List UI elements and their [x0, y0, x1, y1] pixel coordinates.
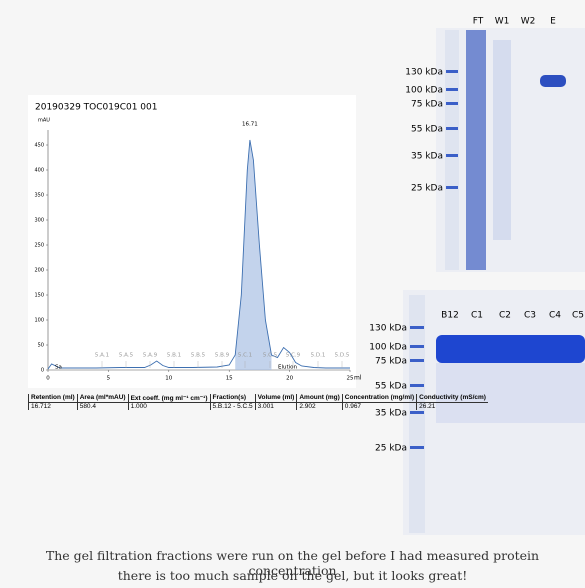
- table-cell: Retention (ml): [29, 394, 78, 403]
- table-row: Retention (ml)Area (ml*mAU)Ext coeff. (m…: [29, 394, 488, 403]
- fraction-label: 5.C.9: [286, 353, 301, 359]
- lane-label: W2: [521, 17, 536, 27]
- marker-label: 25 kDa: [375, 444, 407, 454]
- x-tick-label: 20: [286, 376, 293, 382]
- ladder-band: [446, 154, 458, 157]
- table-cell: 5.B.12 - 5.C.5: [210, 403, 255, 411]
- y-tick-label: 50: [38, 343, 44, 349]
- figure: 20190329 TOC019C01 001 mAU ml 0501001502…: [0, 0, 585, 588]
- x-tick-label: 10: [165, 376, 172, 382]
- table-cell: 16.712: [29, 403, 78, 411]
- ladder-band: [410, 326, 424, 329]
- table-cell: Ext coeff. (mg ml⁻¹ cm⁻¹): [128, 394, 210, 403]
- x-tick-label: 5: [107, 376, 111, 382]
- ladder-band: [410, 411, 424, 414]
- band: [540, 75, 566, 87]
- table-cell: 26.21: [417, 403, 488, 411]
- lane-label: C2: [499, 311, 511, 321]
- marker-label: 130 kDa: [405, 68, 443, 78]
- marker-label: 35 kDa: [375, 409, 407, 419]
- lane-label: FT: [473, 17, 484, 27]
- marker-label: 55 kDa: [375, 382, 407, 392]
- marker-label: 100 kDa: [369, 343, 407, 353]
- table-cell: 1.000: [128, 403, 210, 411]
- table-cell: Amount (mg): [297, 394, 342, 403]
- table-cell: Volume (ml): [255, 394, 297, 403]
- table-cell: 2.902: [297, 403, 342, 411]
- marker-label: 75 kDa: [411, 100, 443, 110]
- lane-label: C3: [524, 311, 536, 321]
- table-cell: Area (ml*mAU): [77, 394, 128, 403]
- fraction-label: 5.A.9: [143, 353, 158, 359]
- y-tick-label: 400: [34, 168, 44, 174]
- marker-label: 100 kDa: [405, 86, 443, 96]
- y-axis-label: mAU: [38, 118, 50, 124]
- fraction-label: 5.B.1: [167, 353, 181, 359]
- fraction-label: 5.C.1: [238, 353, 252, 359]
- ladder-band: [446, 88, 458, 91]
- y-tick-label: 200: [34, 268, 44, 274]
- x-tick-label: 25: [347, 376, 354, 382]
- y-tick-label: 0: [41, 368, 44, 374]
- page: 20190329 TOC019C01 001 mAU ml 0501001502…: [0, 0, 585, 588]
- table-cell: 3.001: [255, 403, 297, 411]
- band: [436, 335, 585, 363]
- caption: there is too much sample on the gel, but…: [0, 568, 585, 583]
- x-tick-label: 0: [46, 376, 50, 382]
- ladder-band: [410, 345, 424, 348]
- marker-label: 130 kDa: [369, 324, 407, 334]
- lane-label: C4: [549, 311, 561, 321]
- y-tick-label: 150: [34, 293, 44, 299]
- ladder-band: [446, 102, 458, 105]
- fraction-label: 5.D.1: [311, 353, 326, 359]
- y-tick-label: 300: [34, 218, 44, 224]
- ladder-band: [446, 70, 458, 73]
- ladder: [445, 30, 459, 270]
- table-cell: 0.967: [342, 403, 416, 411]
- chart-title: 20190329 TOC019C01 001: [35, 103, 158, 113]
- lane-label: E: [550, 17, 556, 27]
- fraction-label: 5.A.1: [95, 353, 109, 359]
- y-tick-label: 100: [34, 318, 44, 324]
- smear: [436, 363, 585, 423]
- table-cell: Concentration (mg/ml): [342, 394, 416, 403]
- fraction-label: 5.B.9: [215, 353, 230, 359]
- lane-smear: [466, 30, 486, 270]
- y-tick-label: 450: [34, 143, 44, 149]
- table-cell: Fraction(s): [210, 394, 255, 403]
- marker-label: 25 kDa: [411, 184, 443, 194]
- fraction-label: 5.A.5: [119, 353, 134, 359]
- x-tick-label: 15: [226, 376, 233, 382]
- lane-label: B12: [441, 311, 459, 321]
- lane-label: C1: [471, 311, 483, 321]
- fraction-label: 5.C.5: [263, 353, 278, 359]
- y-tick-label: 250: [34, 243, 44, 249]
- marker-label: 55 kDa: [411, 125, 443, 135]
- marker-label: 35 kDa: [411, 152, 443, 162]
- x-axis-label: ml: [354, 375, 362, 382]
- lane-label: C5: [572, 311, 584, 321]
- fraction-label: 5.D.5: [335, 353, 350, 359]
- results-table: Retention (ml)Area (ml*mAU)Ext coeff. (m…: [28, 394, 488, 410]
- region-label: Elution: [278, 365, 298, 371]
- region-label: Sa: [55, 365, 62, 371]
- ladder-band: [446, 186, 458, 189]
- y-tick-label: 350: [34, 193, 44, 199]
- ladder-band: [410, 446, 424, 449]
- ladder-band: [410, 359, 424, 362]
- table-cell: 580.4: [77, 403, 128, 411]
- peak-label: 16.71: [242, 122, 258, 128]
- marker-label: 75 kDa: [375, 357, 407, 367]
- ladder-band: [446, 127, 458, 130]
- lane-label: W1: [495, 17, 510, 27]
- chromatogram-panel: [28, 95, 356, 388]
- lane-smear: [493, 40, 511, 240]
- ladder-band: [410, 384, 424, 387]
- fraction-label: 5.B.5: [191, 353, 206, 359]
- table-cell: Conductivity (mS/cm): [417, 394, 488, 403]
